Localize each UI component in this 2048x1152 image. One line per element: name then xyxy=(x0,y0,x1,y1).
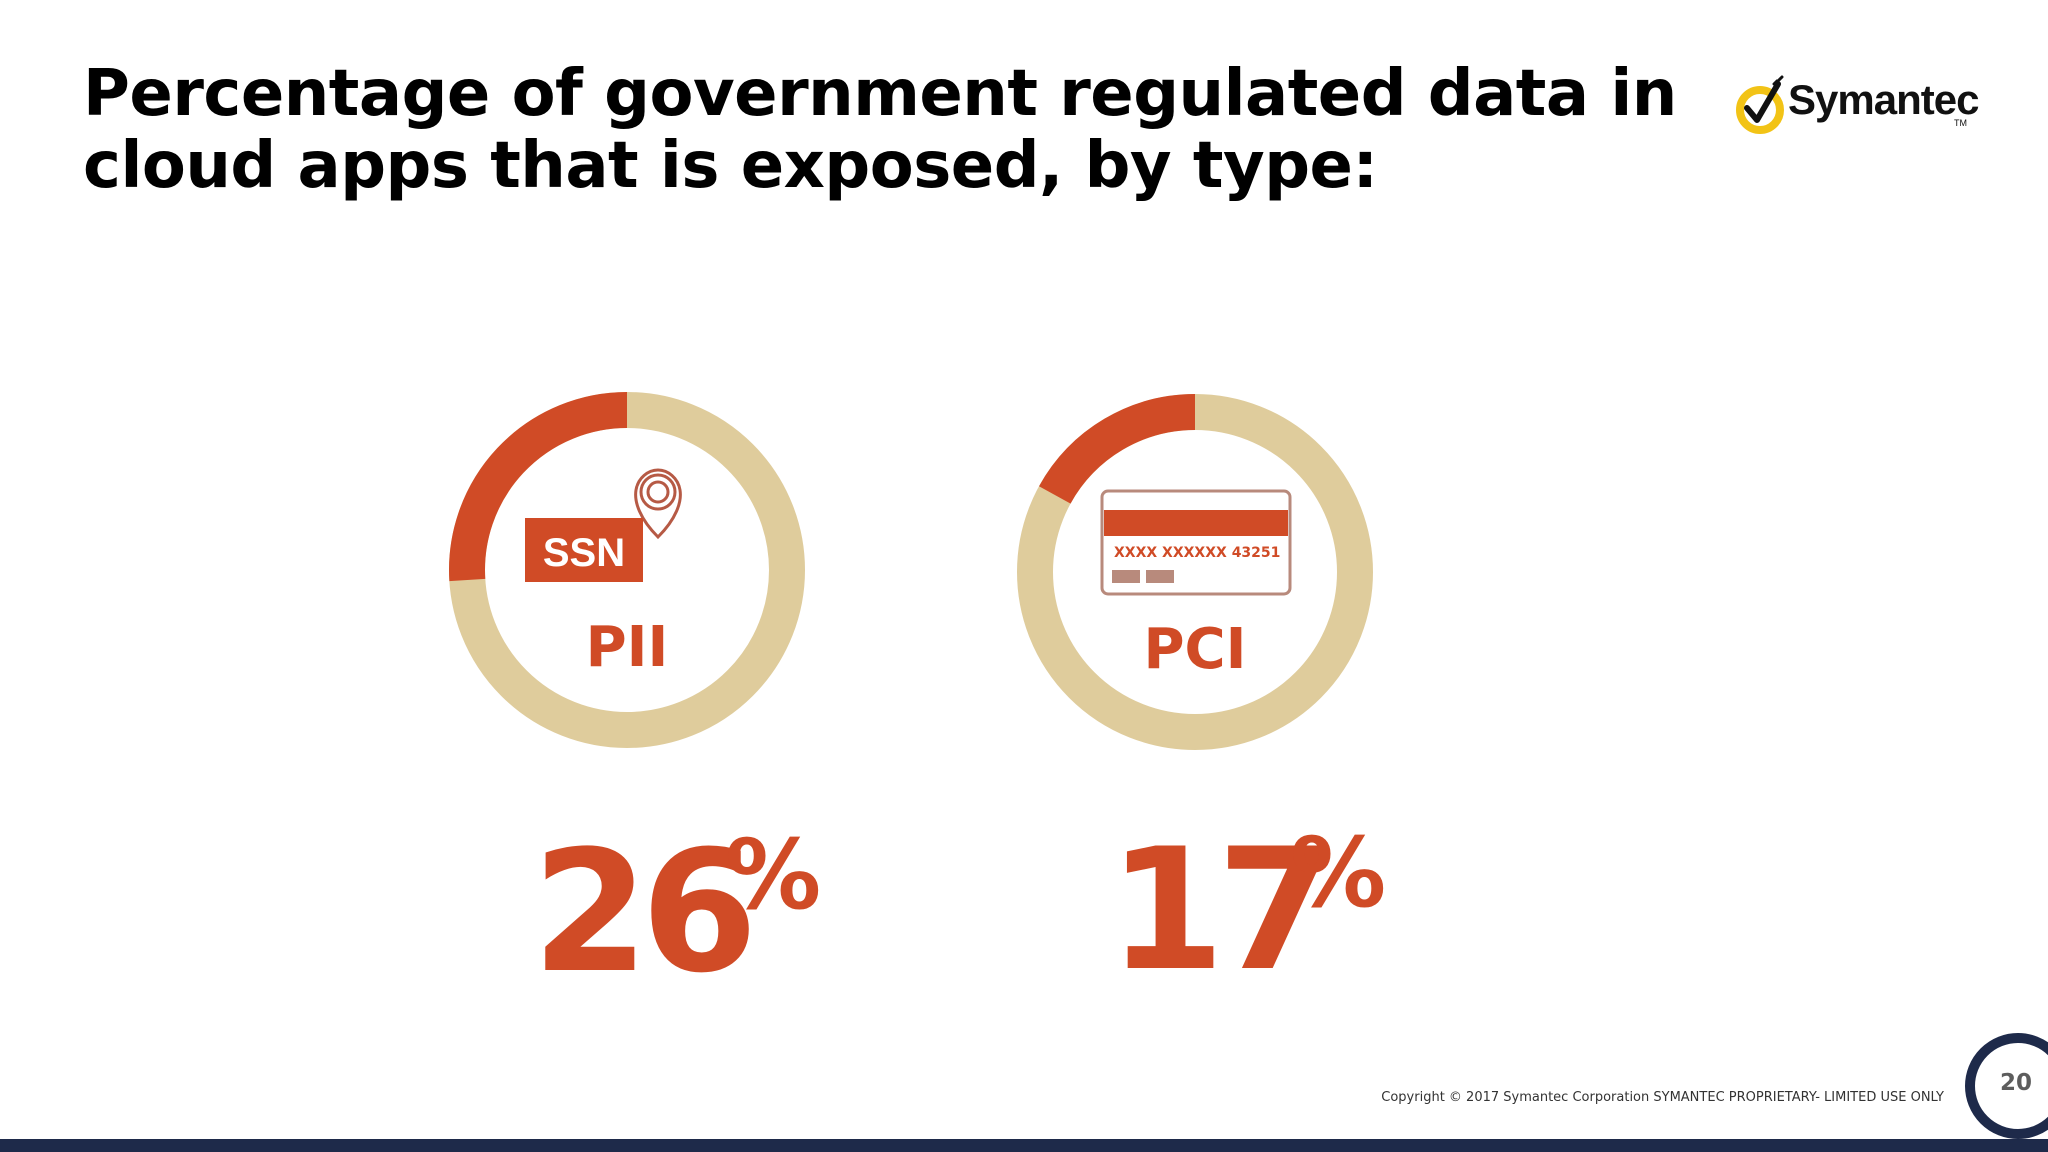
card-number-text: XXXX XXXXXX 43251 xyxy=(1114,545,1280,561)
ssn-badge-location-pin-icon: SSN xyxy=(525,468,682,582)
checkmark-circle-icon xyxy=(1736,75,1784,134)
pii-label: PII xyxy=(586,615,669,680)
logo-wordmark: Symantec xyxy=(1788,76,1979,123)
ssn-badge-text: SSN xyxy=(543,531,625,575)
footer-copyright: Copyright © 2017 Symantec Corporation SY… xyxy=(1381,1090,1944,1105)
pii-exposed-segment xyxy=(449,392,628,582)
pci-chart-group: XXXX XXXXXX 43251 PCI 17 % xyxy=(1017,394,1386,1008)
pci-exposed-segment xyxy=(1039,394,1196,504)
pci-label: PCI xyxy=(1144,617,1247,682)
symantec-logo: Symantec TM xyxy=(1734,74,1979,138)
page-number: 20 xyxy=(1999,1070,2032,1096)
footer-bar xyxy=(0,1139,2048,1152)
pii-percent-sign: % xyxy=(725,819,821,931)
logo-trademark: TM xyxy=(1954,118,1967,128)
pci-percent-sign: % xyxy=(1290,817,1386,929)
credit-card-icon: XXXX XXXXXX 43251 xyxy=(1100,489,1292,596)
pii-percent-value: 26 xyxy=(532,814,750,1010)
page-number-circle xyxy=(1965,1033,2048,1139)
pci-percent-value: 17 xyxy=(1108,812,1326,1008)
pii-chart-group: SSN PII 26 % xyxy=(449,392,821,1010)
slide-title: Percentage of government regulated data … xyxy=(83,57,1677,203)
